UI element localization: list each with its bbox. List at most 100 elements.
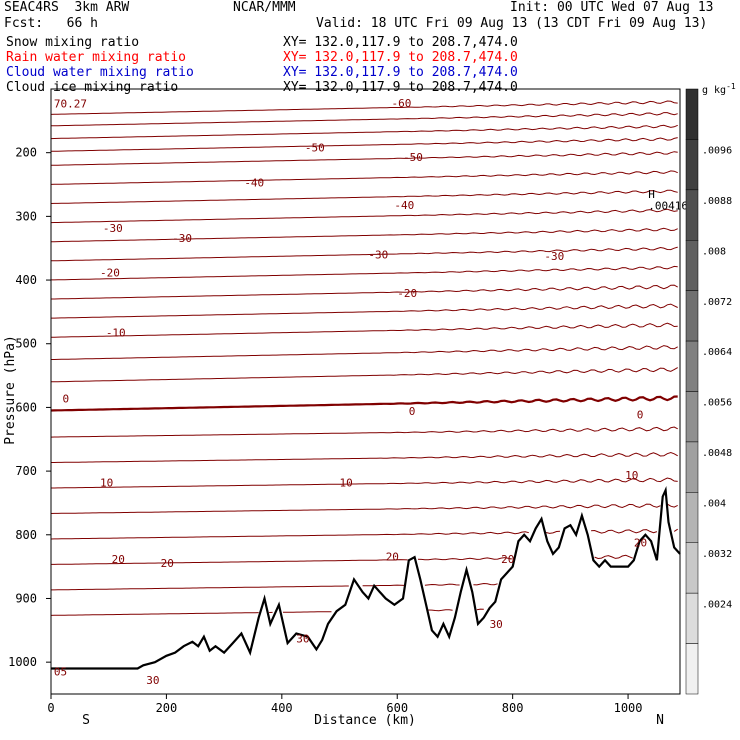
contour-label: -60 — [391, 97, 411, 110]
colorbar-tick-label: .008 — [702, 246, 726, 257]
contour-label: 20 — [161, 557, 174, 570]
colorbar-tick-label: .0088 — [702, 196, 732, 207]
isotherm-line — [50, 503, 678, 514]
field-label-cloud-ice: Cloud ice mixing ratio — [6, 80, 179, 95]
colorbar-tick-label: .0096 — [702, 146, 732, 157]
contour-label: 0 — [637, 408, 644, 421]
contour-label: 10 — [340, 477, 353, 490]
x-tick-label: 400 — [271, 701, 293, 715]
contour-label: 20 — [386, 550, 399, 563]
colorbar-tick-label: .0056 — [702, 398, 732, 409]
init-time: Init: 00 UTC Wed 07 Aug 13 — [510, 0, 714, 15]
contour-label: 05 — [54, 666, 67, 679]
contour-label: 10 — [100, 477, 113, 490]
colorbar-swatch — [685, 492, 699, 544]
colorbar-swatch — [685, 290, 699, 342]
terrain-line — [51, 485, 681, 670]
contour-label: 30 — [490, 618, 503, 631]
direction-right-label: N — [656, 713, 664, 728]
contour-label: 20 — [112, 553, 125, 566]
colorbar-swatch — [685, 643, 699, 695]
colorbar-swatch — [685, 542, 699, 594]
colorbar-swatch — [685, 139, 699, 191]
colorbar-tick-label: .0072 — [702, 297, 732, 308]
colorbar-swatch — [685, 441, 699, 493]
contour-label: -40 — [394, 199, 414, 212]
isotherm-line — [50, 151, 678, 166]
contour-label: -50 — [403, 151, 423, 164]
isotherm-line — [50, 426, 678, 438]
isotherm-line — [50, 124, 678, 140]
colorbar-tick-label: .0024 — [702, 599, 732, 610]
colorbar-swatch — [685, 240, 699, 291]
isotherm-line — [50, 528, 678, 540]
field-xy-cloud-ice: XY= 132.0,117.9 to 208.7,474.0 — [283, 80, 518, 95]
y-tick-label: 300 — [15, 209, 37, 223]
contour-label: .00416 — [648, 200, 688, 213]
isotherm-line — [51, 265, 678, 281]
isotherm-line — [50, 100, 678, 115]
direction-left-label: S — [82, 713, 90, 728]
model-title: SEAC4RS 3km ARW — [4, 0, 130, 15]
isotherm-line — [51, 322, 678, 338]
contour-label: 0 — [63, 393, 70, 406]
x-tick-label: 0 — [47, 701, 54, 715]
colorbar-unit: g kg-1 — [702, 82, 736, 96]
contour-label: 70.27 — [54, 98, 87, 111]
contour-label: -40 — [244, 177, 264, 190]
isotherm-line — [50, 137, 678, 152]
x-tick-label: 800 — [502, 701, 524, 715]
contour-label: -30 — [172, 232, 192, 245]
isotherm-line — [51, 582, 498, 591]
x-tick-label: 1000 — [614, 701, 643, 715]
y-tick-label: 600 — [15, 400, 37, 414]
isotherm-line — [51, 367, 678, 383]
center-name: NCAR/MMM — [233, 0, 296, 15]
y-tick-label: 400 — [15, 273, 37, 287]
y-tick-label: 900 — [15, 591, 37, 605]
contour-label: 0 — [409, 405, 416, 418]
colorbar-swatch — [685, 189, 699, 241]
x-tick-label: 200 — [156, 701, 178, 715]
contour-label: H — [648, 188, 655, 201]
y-axis-title: Pressure (hPa) — [3, 335, 18, 445]
isotherm-line — [50, 608, 484, 616]
y-tick-label: 700 — [15, 464, 37, 478]
colorbar-tick-label: .0048 — [702, 448, 732, 459]
field-xy-cloud-water: XY= 132.0,117.9 to 208.7,474.0 — [283, 65, 518, 80]
colorbar-tick-label: .0064 — [702, 347, 732, 358]
contour-label: 10 — [625, 469, 638, 482]
contour-label: -20 — [100, 266, 120, 279]
contour-label: -30 — [544, 250, 564, 263]
isotherm-line — [51, 227, 678, 243]
contour-label: -50 — [305, 142, 325, 155]
contour-label: -20 — [397, 287, 417, 300]
contour-label: 20 — [501, 553, 514, 566]
contour-label: 30 — [296, 633, 309, 646]
field-xy-snow: XY= 132.0,117.9 to 208.7,474.0 — [283, 35, 518, 50]
y-tick-label: 500 — [15, 337, 37, 351]
y-tick-label: 1000 — [8, 655, 37, 669]
colorbar-tick-label: .0032 — [702, 549, 732, 560]
isotherm-line — [51, 555, 657, 564]
axis-layer: 0 200 400 600 800 100020030040050060070080090… — [8, 146, 642, 715]
isotherm-line — [51, 303, 678, 319]
x-tick-label: 600 — [386, 701, 408, 715]
colorbar-swatch — [685, 391, 699, 443]
contour-label: -30 — [103, 222, 123, 235]
isotherm-layer — [50, 100, 678, 616]
isotherm-line — [50, 208, 678, 224]
contour-label: 20 — [634, 536, 647, 549]
isotherm-line — [51, 451, 678, 463]
valid-time: Valid: 18 UTC Fri 09 Aug 13 (13 CDT Fri … — [316, 16, 708, 31]
isotherm-line — [51, 246, 678, 262]
contour-label-layer: -60 -50 -50 -40 -40 -30 -30 -30 -30 -20 -20 -10 0 0 0 1… — [54, 97, 688, 687]
x-axis-title: Distance (km) — [314, 713, 416, 728]
contour-label: 30 — [146, 674, 159, 687]
field-label-snow: Snow mixing ratio — [6, 35, 140, 50]
terrain-layer — [51, 485, 681, 670]
contour-label: -10 — [106, 326, 126, 339]
field-label-rain: Rain water mixing ratio — [6, 50, 187, 65]
isotherm-line — [51, 477, 678, 489]
